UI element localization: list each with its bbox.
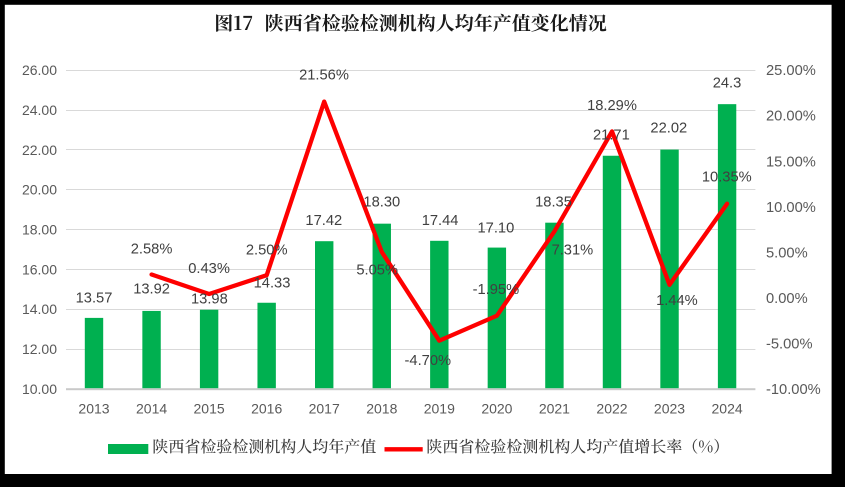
- svg-text:24.3: 24.3: [713, 76, 742, 92]
- svg-text:22.00: 22.00: [22, 142, 57, 158]
- svg-text:18.29%: 18.29%: [587, 98, 637, 114]
- svg-text:18.35: 18.35: [535, 195, 572, 211]
- svg-text:2020: 2020: [481, 401, 512, 417]
- svg-text:2023: 2023: [654, 401, 685, 417]
- svg-text:17.10: 17.10: [478, 221, 515, 237]
- svg-text:13.98: 13.98: [191, 291, 228, 307]
- svg-text:13.57: 13.57: [76, 291, 113, 307]
- svg-text:18.30: 18.30: [363, 195, 400, 211]
- svg-text:17.42: 17.42: [305, 213, 342, 229]
- svg-text:10.00: 10.00: [22, 381, 57, 397]
- svg-text:2021: 2021: [539, 401, 570, 417]
- svg-text:22.02: 22.02: [650, 121, 687, 137]
- svg-text:15.00%: 15.00%: [766, 154, 816, 170]
- svg-text:21.56%: 21.56%: [299, 68, 349, 84]
- svg-text:26.00: 26.00: [22, 62, 57, 78]
- svg-text:2017: 2017: [309, 401, 340, 417]
- svg-text:2024: 2024: [712, 401, 743, 417]
- svg-text:21.71: 21.71: [593, 128, 630, 144]
- svg-text:5.00%: 5.00%: [766, 245, 808, 261]
- svg-text:2019: 2019: [424, 401, 455, 417]
- svg-text:14.00: 14.00: [22, 301, 57, 317]
- svg-text:0.00%: 0.00%: [766, 291, 808, 307]
- svg-text:16.00: 16.00: [22, 261, 57, 277]
- svg-text:10.00%: 10.00%: [766, 200, 816, 216]
- svg-text:12.00: 12.00: [22, 341, 57, 357]
- svg-text:2018: 2018: [366, 401, 397, 417]
- svg-text:10.35%: 10.35%: [702, 170, 752, 186]
- svg-text:2015: 2015: [194, 401, 225, 417]
- svg-text:2022: 2022: [596, 401, 627, 417]
- svg-text:7.31%: 7.31%: [552, 243, 594, 259]
- svg-text:-1.95%: -1.95%: [473, 282, 520, 298]
- svg-text:2014: 2014: [136, 401, 167, 417]
- svg-text:17.44: 17.44: [422, 213, 459, 229]
- svg-text:25.00%: 25.00%: [766, 63, 816, 79]
- svg-text:24.00: 24.00: [22, 102, 57, 118]
- svg-text:18.00: 18.00: [22, 221, 57, 237]
- svg-text:2013: 2013: [78, 401, 109, 417]
- svg-text:-10.00%: -10.00%: [766, 382, 821, 398]
- svg-text:0.43%: 0.43%: [188, 261, 230, 277]
- svg-text:2.58%: 2.58%: [131, 241, 173, 257]
- svg-text:20.00: 20.00: [22, 182, 57, 198]
- svg-text:-4.70%: -4.70%: [405, 353, 452, 369]
- svg-text:2.50%: 2.50%: [246, 243, 288, 259]
- svg-text:-5.00%: -5.00%: [766, 336, 813, 352]
- svg-text:14.33: 14.33: [254, 276, 291, 292]
- svg-text:5.05%: 5.05%: [356, 262, 398, 278]
- svg-text:2016: 2016: [251, 401, 282, 417]
- svg-text:13.92: 13.92: [133, 282, 170, 298]
- svg-text:1.44%: 1.44%: [656, 293, 698, 309]
- svg-text:20.00%: 20.00%: [766, 109, 816, 125]
